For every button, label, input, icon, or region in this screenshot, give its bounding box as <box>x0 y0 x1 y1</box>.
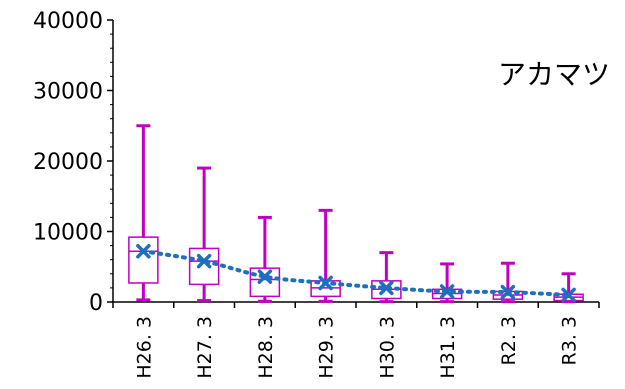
y-tick-label: 40000 <box>33 9 103 34</box>
mean-marker-7 <box>500 284 516 300</box>
x-category-label: H28. 3 <box>255 316 277 379</box>
mean-trend-line <box>141 249 571 297</box>
mean-marker-stroke <box>439 284 455 299</box>
x-category-label: R2. 3 <box>498 316 520 365</box>
x-category-label: H26. 3 <box>133 316 155 379</box>
mean-marker-stroke <box>561 287 576 303</box>
x-category-label: H31. 3 <box>437 316 459 379</box>
box-5 <box>371 251 402 304</box>
box-3 <box>249 215 281 303</box>
mean-marker-8 <box>561 287 576 303</box>
mean-marker-2 <box>196 253 212 269</box>
box-4 <box>310 208 341 303</box>
x-category-label: H30. 3 <box>376 316 398 379</box>
species-annotation: アカマツ <box>498 58 610 91</box>
mean-marker-6 <box>439 284 455 299</box>
mean-marker-stroke <box>318 275 333 291</box>
x-category-label: H29. 3 <box>316 316 338 379</box>
mean-marker-stroke <box>500 284 516 300</box>
box-7 <box>492 261 524 304</box>
iqr-box <box>249 267 281 298</box>
y-tick-label: 20000 <box>33 150 103 175</box>
iqr-box <box>128 236 159 284</box>
box-1 <box>128 124 159 302</box>
y-tick-label: 0 <box>89 291 103 316</box>
box-2 <box>188 166 220 303</box>
mean-marker-stroke <box>196 253 212 269</box>
box-8 <box>553 272 584 304</box>
mean-marker-stroke <box>136 243 151 259</box>
box-6 <box>431 262 463 304</box>
mean-marker-4 <box>318 275 333 291</box>
mean-marker-3 <box>257 269 273 284</box>
y-tick-label: 10000 <box>33 221 103 246</box>
iqr-box <box>188 247 220 286</box>
mean-marker-1 <box>136 243 151 259</box>
mean-marker-stroke <box>379 280 394 296</box>
y-tick-label: 30000 <box>33 80 103 105</box>
mean-markers <box>136 243 576 303</box>
x-category-label: R3. 3 <box>559 316 581 365</box>
mean-marker-5 <box>379 280 394 296</box>
boxes <box>128 124 584 304</box>
y-ticks: 0 10000 20000 30000 40000 <box>33 9 600 316</box>
x-category-label: H27. 3 <box>194 316 216 379</box>
mean-marker-stroke <box>257 269 273 284</box>
x-category-labels: H26. 3 H27. 3 H28. 3 H29. 3 H30. 3 H31. 3 R2. … <box>133 316 580 379</box>
